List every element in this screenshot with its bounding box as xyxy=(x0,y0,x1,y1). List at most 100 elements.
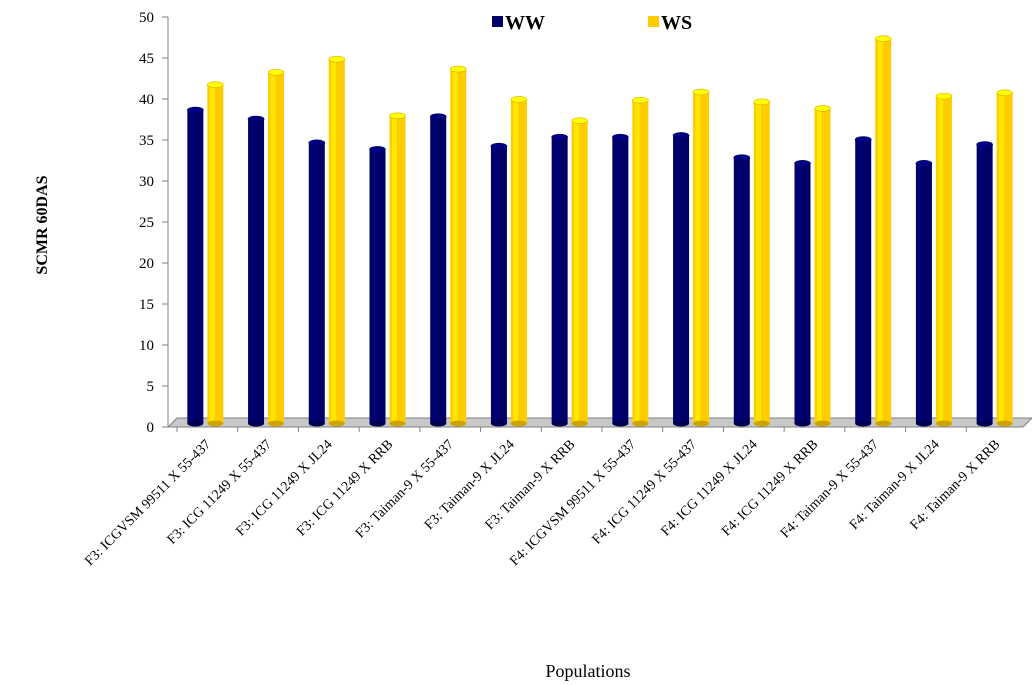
bar-body xyxy=(490,146,507,424)
y-tick-label: 5 xyxy=(147,379,155,395)
y-tick-label: 40 xyxy=(139,92,154,108)
bar-ws-13 xyxy=(996,89,1013,427)
bar-base xyxy=(328,420,345,427)
bar-top xyxy=(187,106,204,114)
bar-highlight xyxy=(979,144,984,424)
x-tick-label: F3: ICG 11249 X 55-437 xyxy=(165,437,275,547)
bar-ww-0 xyxy=(187,106,204,427)
bar-top xyxy=(612,133,629,141)
bar-body xyxy=(248,119,265,424)
x-tick-label: F4: ICGVSM 99511 X 55-437 xyxy=(507,437,639,569)
bar-highlight xyxy=(311,142,316,424)
bar-highlight xyxy=(816,108,822,424)
bar-top xyxy=(996,89,1013,97)
bar-top xyxy=(672,132,690,139)
floor-plane xyxy=(166,417,1032,428)
legend-item-ww: WW xyxy=(492,12,545,34)
bar-ws-4 xyxy=(449,65,467,427)
bar-base xyxy=(369,420,386,427)
y-tick-label: 10 xyxy=(139,338,154,354)
y-tick-label: 30 xyxy=(139,174,154,190)
chart-floor xyxy=(166,417,1032,428)
bar-ww-4 xyxy=(429,113,447,427)
bar-base xyxy=(753,420,770,427)
bar-base xyxy=(875,420,892,427)
bars xyxy=(187,35,1013,427)
bar-top xyxy=(733,154,751,161)
bar-base xyxy=(935,420,952,427)
bar-highlight xyxy=(189,110,195,424)
bar-highlight xyxy=(877,38,883,424)
bar-top xyxy=(267,69,285,76)
bar-ww-12 xyxy=(915,160,933,427)
bar-highlight xyxy=(371,149,377,424)
y-axis: 0 5 10 15 20 25 30 35 40 45 50 xyxy=(139,10,169,436)
bar-ww-5 xyxy=(490,142,508,427)
bar-base xyxy=(915,420,932,427)
x-tick-label: F3: Taiman-9 X 55-437 xyxy=(353,437,457,541)
bar-base xyxy=(389,420,406,427)
y-axis-title: SCMR 60DAS xyxy=(34,175,51,274)
legend-label: WS xyxy=(661,12,692,34)
bar-top xyxy=(874,35,892,43)
bar-base xyxy=(187,420,204,427)
bar-top xyxy=(207,81,224,88)
bar-highlight xyxy=(493,146,499,424)
bar-ws-12 xyxy=(935,92,953,427)
bar-highlight xyxy=(452,69,458,424)
bar-ws-8 xyxy=(692,88,710,427)
bar-ww-2 xyxy=(308,139,326,427)
y-tick-label: 50 xyxy=(139,10,154,26)
bar-top xyxy=(814,105,831,112)
bar-top xyxy=(490,142,508,150)
bar-top xyxy=(976,141,993,148)
bar-base xyxy=(855,420,872,427)
bar-highlight xyxy=(999,92,1004,424)
bar-base xyxy=(733,420,750,427)
bar-top xyxy=(328,55,346,63)
bar-top xyxy=(794,160,811,167)
bar-highlight xyxy=(756,101,761,424)
y-tick-label: 35 xyxy=(139,133,154,149)
bar-base xyxy=(551,420,568,427)
legend-label: WW xyxy=(505,12,545,34)
legend-swatch xyxy=(648,16,659,27)
bar-ws-0 xyxy=(207,81,224,427)
bar-base xyxy=(632,420,649,427)
bar-ww-6 xyxy=(551,133,568,427)
bar-ws-5 xyxy=(510,96,528,427)
bar-highlight xyxy=(250,119,256,424)
bar-base xyxy=(693,420,710,427)
bar-highlight xyxy=(634,100,640,424)
bar-top xyxy=(369,146,386,153)
bar-ww-1 xyxy=(247,115,265,427)
bar-ws-10 xyxy=(814,105,831,427)
bar-top xyxy=(247,115,265,123)
bar-ww-7 xyxy=(612,133,629,427)
bar-base xyxy=(814,420,831,427)
y-tick-label: 20 xyxy=(139,256,154,272)
bar-base xyxy=(308,420,325,427)
bar-base xyxy=(612,420,629,427)
bar-base xyxy=(207,420,224,427)
bar-top xyxy=(429,113,447,120)
bar-ww-8 xyxy=(672,132,690,427)
legend: WW WS xyxy=(492,12,692,34)
y-tick-label: 45 xyxy=(139,51,154,67)
bar-base xyxy=(673,420,690,427)
bar-highlight xyxy=(331,59,336,424)
bar-highlight xyxy=(675,135,681,424)
bar-top xyxy=(308,139,326,147)
bar-ws-1 xyxy=(267,69,285,427)
bar-ws-6 xyxy=(571,117,588,427)
bar-highlight xyxy=(857,139,863,424)
bar-top xyxy=(753,98,771,106)
bar-base xyxy=(450,420,467,427)
bar-top xyxy=(389,112,406,120)
bar-ww-3 xyxy=(369,146,386,427)
bar-base xyxy=(490,420,507,427)
bar-ws-3 xyxy=(389,112,406,427)
bar-ws-9 xyxy=(753,98,771,427)
